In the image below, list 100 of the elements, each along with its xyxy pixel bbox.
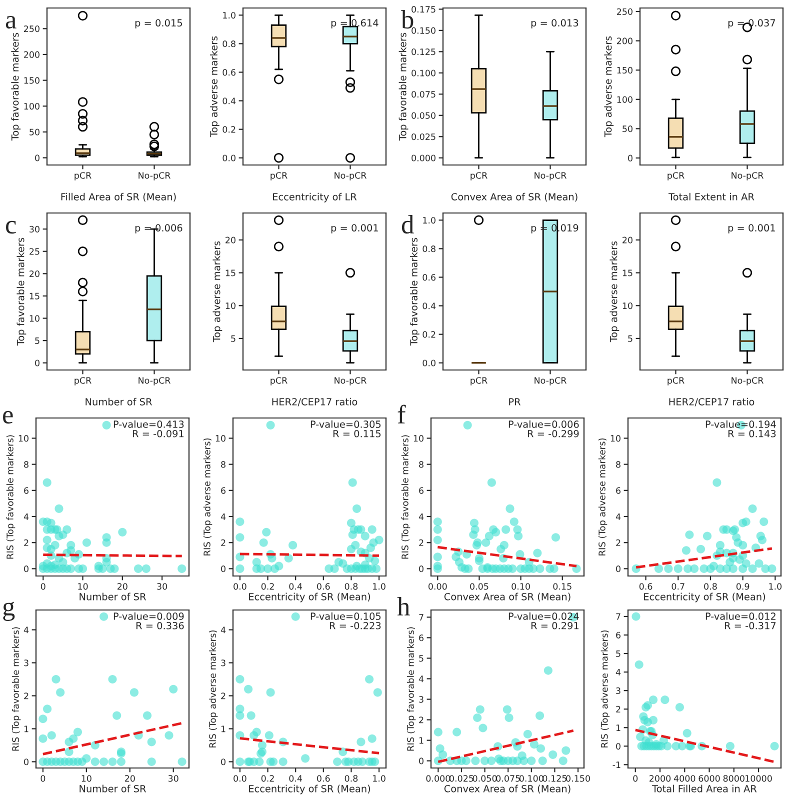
y-tick-label: 3 — [616, 687, 620, 694]
point — [738, 564, 748, 573]
y-axis-title: RIS (Top adverse markers) — [600, 630, 610, 748]
y-tick-label: 0 — [616, 566, 620, 572]
point — [634, 660, 644, 669]
y-tick-label: 0.150 — [412, 27, 436, 34]
y-tick-label: 0.4 — [422, 302, 436, 310]
x-tick-label: 10 — [82, 775, 92, 782]
y-tick-label: 10 — [610, 435, 620, 442]
y-axis-title: RIS (Top adverse markers) — [203, 438, 212, 556]
y-tick-label: 6 — [616, 632, 621, 638]
x-axis-title: Eccentricity of SR (Mean) — [249, 592, 370, 602]
x-axis-title: Eccentricity of SR (Mean) — [644, 592, 766, 602]
point — [674, 564, 682, 573]
y-tick-label: 6 — [419, 487, 424, 494]
y-tick-label: 0 — [221, 758, 226, 766]
point — [346, 544, 356, 554]
x-tick-label: 1.0 — [373, 775, 386, 782]
x-tick-label: 0.100 — [519, 775, 544, 782]
point — [66, 564, 76, 573]
y-tick-label: 0.0 — [422, 360, 436, 366]
point — [330, 564, 339, 573]
point — [551, 533, 560, 542]
y-tick-label: 0 — [35, 154, 40, 162]
point — [100, 757, 108, 766]
y-tick-label: 4 — [24, 626, 29, 634]
point — [550, 564, 558, 573]
point — [374, 536, 384, 544]
annotation: P-value=0.006 R = -0.299 — [508, 420, 579, 438]
x-tick-label: 30 — [168, 775, 178, 782]
y-tick-label: 2 — [24, 692, 28, 700]
point — [523, 730, 532, 738]
point — [482, 538, 490, 547]
point — [514, 532, 523, 540]
y-tick-label: 0.8 — [222, 40, 236, 48]
y-tick-label: 2 — [616, 539, 620, 546]
annotation: p = 0.015 — [135, 19, 182, 28]
point — [675, 702, 684, 712]
point — [508, 564, 517, 573]
point — [366, 544, 375, 552]
x-tick-label: pCR — [668, 172, 684, 180]
y-tick-label: 1 — [419, 737, 424, 744]
x-tick-label: 0.6 — [317, 583, 330, 590]
y-tick-label: 3 — [24, 660, 28, 666]
y-tick-label: 0 — [628, 154, 632, 162]
point — [356, 738, 366, 746]
y-tick-label: 5 — [616, 650, 620, 657]
x-tick-label: 1.0 — [373, 583, 386, 590]
y-axis-title: RIS (Top favorable markers) — [12, 627, 21, 751]
y-tick-label: 4 — [24, 513, 29, 520]
point — [250, 731, 258, 740]
x-tick-label: 10000 — [746, 775, 772, 782]
y-tick-label: 4 — [616, 668, 621, 676]
x-tick-label: 0.4 — [289, 775, 302, 782]
annotation: p = 0.013 — [531, 19, 578, 28]
y-tick-label: 25 — [30, 248, 40, 255]
point — [266, 688, 275, 697]
point — [472, 540, 482, 550]
point — [108, 757, 117, 766]
y-tick-label: 0.125 — [412, 48, 436, 56]
point — [502, 705, 512, 714]
point — [433, 517, 442, 526]
point — [758, 536, 767, 544]
point — [288, 540, 298, 550]
point — [434, 728, 442, 736]
point — [365, 674, 374, 684]
y-tick-label: 100 — [617, 96, 632, 103]
y-tick-label: 0.6 — [422, 274, 436, 281]
x-tick-label: 4000 — [674, 775, 696, 782]
point — [726, 742, 734, 750]
x-axis-title: HER2/CEP17 ratio — [669, 398, 754, 406]
y-tick-label: 4 — [418, 513, 424, 520]
y-tick-label: 0.100 — [412, 70, 436, 76]
point — [712, 478, 722, 487]
point — [236, 533, 244, 542]
point — [346, 518, 356, 528]
y-tick-label: 0.000 — [412, 154, 436, 162]
point — [368, 525, 376, 534]
point — [169, 684, 178, 694]
point — [47, 731, 56, 740]
x-axis-title: Filled Area of SR (Mean) — [61, 192, 176, 202]
y-tick-label: 7 — [419, 614, 424, 621]
x-tick-label: 0.075 — [496, 775, 520, 782]
annotation: p = 0.614 — [331, 19, 378, 28]
y-tick-label: 10 — [414, 435, 424, 442]
point — [474, 556, 484, 566]
annotation: P-value=0.024 R = 0.291 — [508, 612, 579, 630]
x-tick-label: 0.8 — [704, 583, 717, 590]
x-tick-label: 30 — [157, 583, 168, 590]
y-tick-label: 0.6 — [222, 69, 236, 76]
point — [266, 420, 275, 430]
y-axis-title: Top adverse markers — [212, 241, 222, 342]
x-tick-label: 0.2 — [261, 583, 274, 590]
y-tick-label: 4 — [418, 676, 424, 682]
point — [433, 525, 442, 534]
y-axis-title: RIS (Top favorable markers) — [406, 627, 416, 751]
point — [112, 711, 122, 720]
point — [255, 757, 264, 766]
point — [178, 757, 186, 766]
point — [664, 564, 673, 573]
